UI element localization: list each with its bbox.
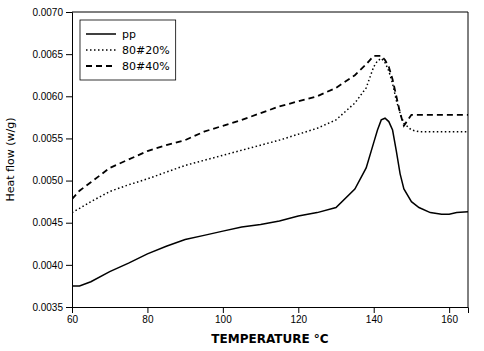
- tick-mark: [66, 12, 72, 13]
- tick-mark: [298, 307, 299, 313]
- legend-label: 80#40%: [122, 60, 170, 73]
- tick-label: 0.0060: [32, 91, 63, 102]
- legend-swatch: [86, 33, 116, 35]
- tick-mark: [147, 307, 148, 313]
- plot: 60 80 100 120 140 160 0.0035 0.0040 0.0045 0.0050…: [32, 7, 468, 325]
- legend-label: 80#20%: [122, 44, 170, 57]
- axis-line: [66, 13, 73, 308]
- tick-label: 160: [441, 314, 458, 325]
- tick-mark: [374, 307, 375, 313]
- tick-label: 60: [67, 314, 79, 325]
- tick-label: 0.0035: [32, 302, 63, 313]
- tick-mark: [66, 265, 72, 266]
- tick: 100: [215, 307, 232, 325]
- tick-mark: [66, 96, 72, 97]
- chart: 60 80 100 120 140 160 0.0035 0.0040 0.0045 0.0050…: [0, 0, 484, 351]
- tick: 0.0065: [32, 49, 72, 60]
- tick-label: 80: [142, 314, 154, 325]
- tick: 0.0060: [32, 91, 72, 102]
- frame: [72, 12, 468, 13]
- legend-item: 80#20%: [86, 44, 170, 57]
- y-axis-title: Heat flow (w/g): [4, 117, 17, 201]
- frame: [468, 12, 469, 307]
- tick-label: 0.0045: [32, 217, 63, 228]
- tick-label: 120: [290, 314, 307, 325]
- tick-mark: [66, 138, 72, 139]
- tick-label: 140: [366, 314, 383, 325]
- legend: pp 80#20% 80#40%: [80, 20, 176, 80]
- axis-line: [73, 308, 469, 314]
- tick-mark: [223, 307, 224, 313]
- tick-label: 0.0040: [32, 260, 63, 271]
- lines: [72, 56, 468, 286]
- tick: 0.0040: [32, 260, 72, 271]
- legend-label: pp: [122, 28, 136, 41]
- tick-mark: [66, 54, 72, 55]
- x-axis-title: TEMPERATURE °C: [211, 332, 328, 346]
- legend-item: pp: [86, 28, 136, 41]
- tick-label: 0.0065: [32, 49, 63, 60]
- legend-swatch: [86, 49, 116, 51]
- tick-mark: [66, 181, 72, 182]
- tick: 120: [290, 307, 307, 325]
- series-line: [72, 58, 468, 212]
- tick-label: 100: [215, 314, 232, 325]
- y-axis: 0.0035 0.0040 0.0045 0.0050 0.0055 0.0060 0.00…: [32, 7, 72, 313]
- legend-swatch: [86, 65, 116, 67]
- legend-item: 80#40%: [86, 60, 170, 73]
- x-axis: 60 80 100 120 140 160: [67, 307, 469, 325]
- tick: 0.0050: [32, 175, 72, 186]
- tick-label: 0.0070: [32, 7, 63, 18]
- tick: 0.0055: [32, 133, 72, 144]
- tick-mark: [66, 223, 72, 224]
- tick: 0.0045: [32, 217, 72, 228]
- tick: 160: [441, 307, 458, 325]
- tick-label: 0.0050: [32, 175, 63, 186]
- tick-mark: [66, 307, 72, 308]
- legend-box: [80, 20, 176, 80]
- tick: 140: [366, 307, 383, 325]
- tick: 60: [67, 307, 79, 325]
- series-line: [72, 118, 468, 286]
- tick-mark: [449, 307, 450, 313]
- tick-label: 0.0055: [32, 133, 63, 144]
- tick: 0.0070: [32, 7, 72, 18]
- tick: 80: [142, 307, 154, 325]
- tick: 0.0035: [32, 302, 72, 313]
